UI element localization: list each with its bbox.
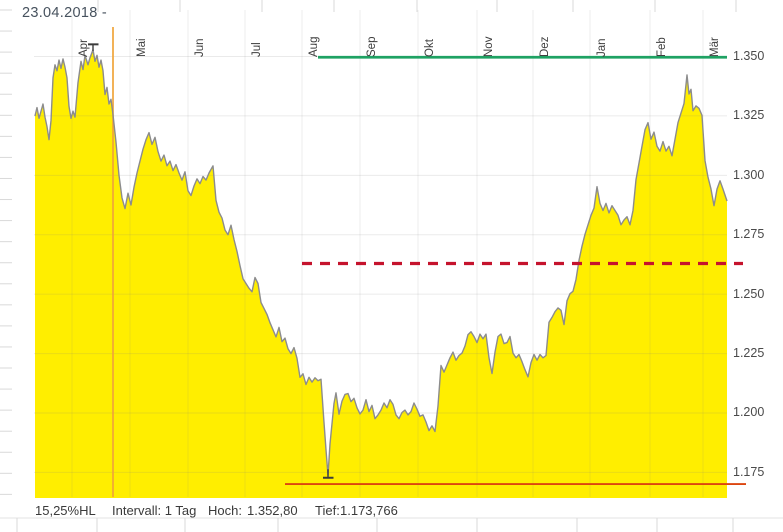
status-low-value: 1.173,766 xyxy=(340,503,398,518)
x-axis-label-mai: Mai xyxy=(136,38,148,57)
price-line xyxy=(34,49,728,476)
status-high-value: 1.352,80 xyxy=(247,503,298,518)
x-axis-label-feb: Feb xyxy=(656,37,668,57)
status-interval: Intervall: 1 Tag xyxy=(112,503,197,518)
y-axis-label-1.175: 1.175 xyxy=(733,464,765,479)
y-axis-label-1.300: 1.300 xyxy=(733,167,765,182)
date-label: 23.04.2018 - xyxy=(22,5,108,21)
status-low-label: Tief: xyxy=(315,503,340,518)
x-axis-label-nov: Nov xyxy=(483,36,495,57)
y-axis-label-1.350: 1.350 xyxy=(733,49,765,63)
x-axis-label-jan: Jan xyxy=(596,38,608,57)
y-axis-label-1.225: 1.225 xyxy=(733,346,765,361)
x-axis-label-okt: Okt xyxy=(424,39,436,57)
status-change-percent: 15,25%HL xyxy=(35,503,96,518)
price-area-fill xyxy=(35,49,727,499)
x-axis-label-apr: Apr xyxy=(78,39,90,57)
status-high-label: Hoch: xyxy=(208,503,242,518)
x-axis-label-aug: Aug xyxy=(308,36,320,57)
x-axis-label-jun: Jun xyxy=(194,38,206,57)
x-axis-label-dez: Dez xyxy=(539,36,551,57)
x-axis-label-mär: Mär xyxy=(709,37,721,57)
x-axis-label-sep: Sep xyxy=(366,36,378,57)
y-axis-label-1.200: 1.200 xyxy=(733,405,765,420)
y-axis-label-1.325: 1.325 xyxy=(733,108,765,123)
x-axis-label-jul: Jul xyxy=(251,42,263,57)
y-axis-label-1.275: 1.275 xyxy=(733,227,765,242)
y-axis-label-1.250: 1.250 xyxy=(733,286,765,301)
